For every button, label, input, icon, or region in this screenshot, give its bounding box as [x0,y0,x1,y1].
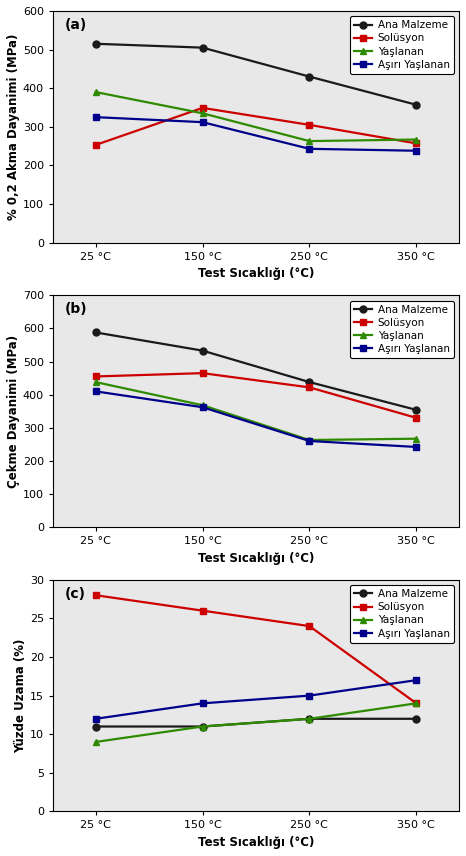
X-axis label: Test Sıcaklığı (°C): Test Sıcaklığı (°C) [198,836,314,849]
Y-axis label: Yüzde Uzama (%): Yüzde Uzama (%) [14,639,27,752]
Text: (b): (b) [65,302,88,317]
Legend: Ana Malzeme, Solüsyon, Yaşlanan, Aşırı Yaşlanan: Ana Malzeme, Solüsyon, Yaşlanan, Aşırı Y… [350,585,454,643]
Text: (c): (c) [65,586,86,601]
Y-axis label: Çekme Dayanimi (MPa): Çekme Dayanimi (MPa) [7,335,20,488]
Legend: Ana Malzeme, Solüsyon, Yaşlanan, Aşırı Yaşlanan: Ana Malzeme, Solüsyon, Yaşlanan, Aşırı Y… [350,300,454,359]
Text: (a): (a) [65,18,87,32]
Y-axis label: % 0,2 Akma Dayanimi (MPa): % 0,2 Akma Dayanimi (MPa) [7,33,20,220]
Legend: Ana Malzeme, Solüsyon, Yaşlanan, Aşırı Yaşlanan: Ana Malzeme, Solüsyon, Yaşlanan, Aşırı Y… [350,16,454,74]
X-axis label: Test Sıcaklığı (°C): Test Sıcaklığı (°C) [198,551,314,565]
X-axis label: Test Sıcaklığı (°C): Test Sıcaklığı (°C) [198,267,314,280]
